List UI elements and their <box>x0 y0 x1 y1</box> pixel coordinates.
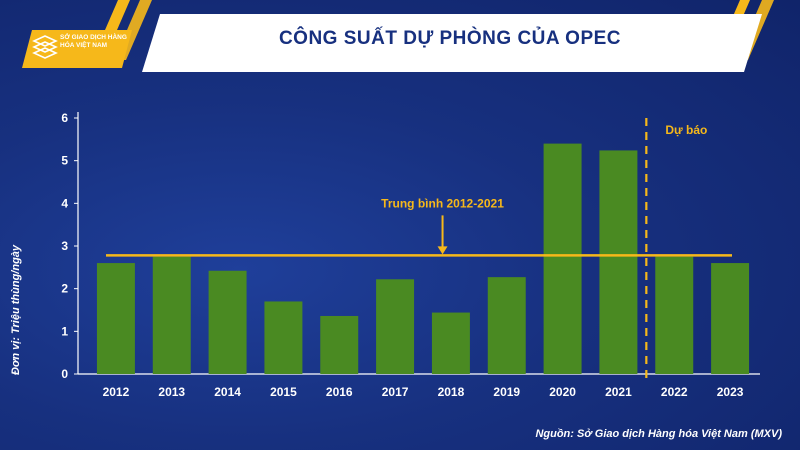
bar <box>431 312 470 374</box>
bar <box>599 150 638 374</box>
y-tick-label: 2 <box>61 282 68 296</box>
logo-text: SỞ GIAO DỊCH HÀNG HÓA VIỆT NAM <box>60 34 127 49</box>
bar <box>96 263 135 374</box>
average-arrow-head <box>437 246 448 255</box>
x-tick-label: 2022 <box>661 385 688 399</box>
y-tick-label: 3 <box>61 239 68 253</box>
x-tick-label: 2021 <box>605 385 632 399</box>
forecast-label: Dự báo <box>665 123 707 137</box>
y-axis-label: Đơn vị: Triệu thùng/ngày <box>10 244 22 375</box>
logo-mark-icon <box>32 35 58 59</box>
bar <box>711 263 750 374</box>
bar <box>487 277 526 374</box>
bar <box>208 270 247 374</box>
x-tick-label: 2020 <box>549 385 576 399</box>
title-banner <box>142 14 762 72</box>
x-tick-label: 2015 <box>270 385 297 399</box>
bar <box>264 301 303 374</box>
bar <box>543 143 582 374</box>
y-tick-label: 1 <box>61 324 68 338</box>
source-note: Nguồn: Sở Giao dịch Hàng hóa Việt Nam (M… <box>535 428 782 440</box>
y-tick-label: 4 <box>61 196 68 210</box>
y-tick-label: 6 <box>61 111 68 125</box>
x-tick-label: 2017 <box>382 385 409 399</box>
chart-title: CÔNG SUẤT DỰ PHÒNG CỦA OPEC <box>278 28 622 49</box>
x-tick-label: 2016 <box>326 385 353 399</box>
y-tick-label: 0 <box>61 367 68 381</box>
x-tick-label: 2019 <box>493 385 520 399</box>
bar <box>655 256 694 374</box>
x-tick-label: 2012 <box>103 385 130 399</box>
bar <box>152 256 191 374</box>
logo-box <box>22 30 132 68</box>
x-tick-label: 2023 <box>717 385 744 399</box>
x-tick-label: 2018 <box>438 385 465 399</box>
average-line-label: Trung bình 2012-2021 <box>381 196 504 210</box>
bar <box>320 315 359 374</box>
x-tick-label: 2014 <box>214 385 241 399</box>
y-tick-label: 5 <box>61 154 68 168</box>
x-tick-label: 2013 <box>158 385 185 399</box>
bar <box>376 279 415 374</box>
